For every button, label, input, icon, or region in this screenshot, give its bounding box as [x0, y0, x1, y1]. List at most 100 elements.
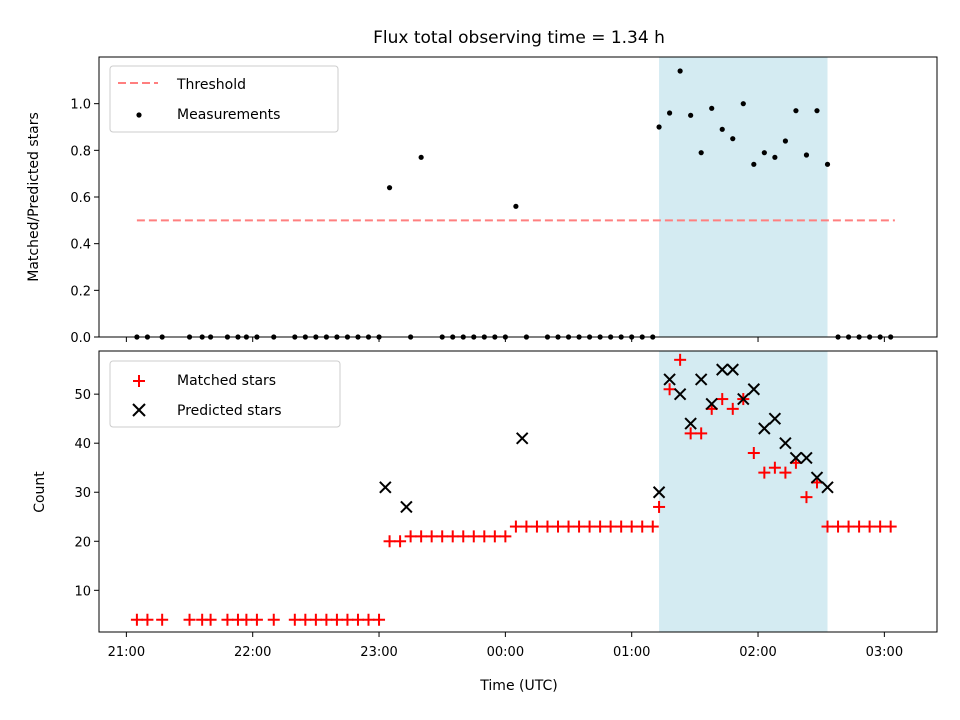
top-x-ticks — [125, 337, 885, 342]
y-tick-label: 0.8 — [70, 144, 91, 159]
legend-measurements-label: Measurements — [177, 107, 280, 123]
measurement-point — [709, 105, 715, 111]
matched-star-point — [183, 613, 196, 626]
y-tick-label: 30 — [74, 486, 91, 501]
measurement-point — [772, 154, 778, 160]
x-axis-label: Time (UTC) — [479, 678, 557, 694]
predicted-star-point — [716, 363, 729, 376]
matched-star-point — [394, 535, 407, 548]
y-tick-label: 10 — [74, 584, 91, 599]
bottom-y-axis-label: Count — [32, 471, 48, 513]
predicted-star-stroke-b — [400, 500, 413, 514]
predicted-star-stroke-b — [663, 373, 676, 386]
measurement-point — [740, 101, 746, 107]
legend-matched-swatch — [133, 375, 145, 387]
measurement-point — [688, 112, 694, 118]
predicted-star-point — [684, 417, 697, 430]
top-axes-frame — [98, 56, 938, 338]
matched-star-point — [130, 613, 143, 626]
matched-star-point — [362, 613, 375, 626]
predicted-star-point — [726, 363, 739, 376]
matched-star-point — [874, 520, 887, 533]
matched-star-point — [267, 613, 280, 626]
measurement-point — [698, 150, 704, 156]
predicted-star-stroke-b — [789, 451, 803, 465]
matched-star-point — [821, 520, 834, 533]
predicted-star-stroke-b — [726, 363, 739, 376]
matched-star-point — [299, 613, 312, 626]
y-tick-label: 0.2 — [70, 284, 91, 299]
matched-star-point — [853, 520, 866, 533]
predicted-star-stroke-b — [810, 471, 824, 484]
matched-star-point — [779, 466, 792, 479]
predicted-star-point — [821, 481, 834, 494]
predicted-star-stroke-b — [694, 373, 708, 386]
measurement-point — [719, 126, 725, 132]
matched-star-point — [509, 520, 522, 533]
matched-star-point — [541, 520, 554, 533]
predicted-star-stroke-b — [758, 422, 771, 435]
predicted-star-point — [516, 432, 529, 445]
predicted-star-point — [810, 471, 824, 484]
matched-star-point — [768, 461, 781, 474]
matched-star-point — [141, 613, 154, 626]
matched-star-point — [288, 613, 301, 626]
predicted-star-stroke-b — [821, 481, 834, 494]
matched-star-point — [716, 393, 729, 406]
predicted-star-point — [747, 383, 761, 396]
matched-star-point — [351, 613, 364, 626]
bottom-x-ticks: 21:00 22:00 23:00 00:00 01:00 02:00 03:00 — [108, 632, 903, 660]
top-legend: Threshold Measurements — [109, 65, 339, 133]
legend-matched-label: Matched stars — [177, 373, 276, 389]
predicted-star-stroke-b — [768, 412, 782, 425]
y-tick-label: 0.4 — [70, 238, 91, 253]
matched-star-point — [478, 530, 491, 543]
measurement-point — [782, 138, 789, 144]
matched-star-point — [604, 520, 617, 533]
predicted-star-stroke-b — [379, 481, 392, 494]
y-tick-label: 40 — [74, 437, 91, 452]
predicted-star-stroke-b — [673, 387, 687, 401]
predicted-star-stroke-b — [652, 486, 666, 499]
predicted-star-point — [800, 451, 813, 465]
y-tick-label: 0.0 — [70, 331, 91, 346]
legend-predicted-swatch — [132, 403, 146, 417]
predicted-star-point — [379, 481, 392, 494]
y-tick-label: 50 — [74, 388, 91, 403]
matched-star-point — [646, 520, 659, 533]
legend-threshold-label: Threshold — [176, 77, 246, 93]
matched-star-point — [684, 427, 697, 440]
matched-star-point — [663, 383, 676, 396]
measurement-point — [793, 108, 799, 114]
matched-star-point — [832, 520, 845, 533]
matched-star-point — [573, 520, 586, 533]
matched-star-point — [446, 530, 459, 543]
predicted-stars-points — [379, 363, 834, 514]
matched-star-point — [520, 520, 533, 533]
predicted-star-stroke-b — [800, 451, 813, 465]
measurement-point — [666, 110, 673, 116]
measurement-point — [761, 150, 767, 156]
matched-star-point — [221, 613, 234, 626]
matched-star-point — [341, 613, 354, 626]
matched-star-point — [320, 613, 333, 626]
y-tick-label: 20 — [74, 535, 91, 550]
predicted-star-point — [673, 387, 687, 401]
matched-star-point — [695, 427, 708, 440]
bottom-legend: Matched stars Predicted stars — [109, 360, 341, 428]
legend-predicted-label: Predicted stars — [177, 403, 282, 419]
predicted-star-stroke-b — [747, 383, 761, 396]
measurement-point — [803, 152, 810, 158]
y-tick-label: 0.6 — [70, 191, 91, 206]
matched-star-point — [415, 530, 428, 543]
predicted-star-stroke-b — [737, 392, 750, 406]
measurement-point — [418, 154, 424, 160]
matched-star-point — [240, 613, 253, 626]
predicted-star-point — [694, 373, 708, 386]
predicted-star-point — [737, 392, 750, 406]
matched-star-point — [499, 530, 512, 543]
matched-star-point — [467, 530, 480, 543]
measurement-point — [656, 124, 662, 130]
x-tick-label: 00:00 — [487, 645, 524, 660]
